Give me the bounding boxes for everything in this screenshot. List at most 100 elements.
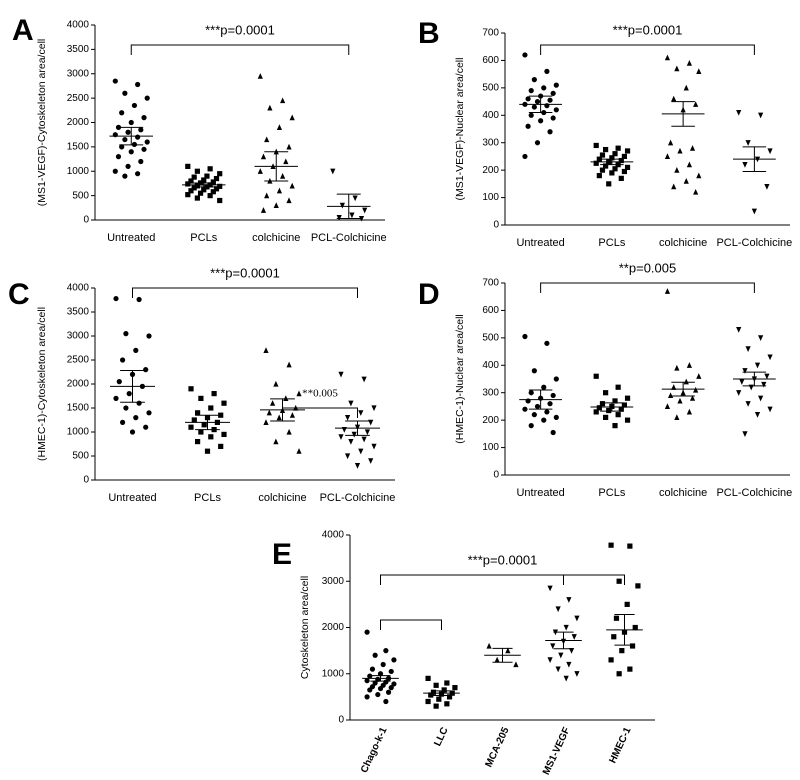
data-point xyxy=(286,197,292,204)
data-point xyxy=(553,82,559,88)
data-point xyxy=(368,458,374,464)
data-point xyxy=(204,448,211,454)
y-tick-label: 500 xyxy=(72,451,89,462)
x-tick-label: Untreated xyxy=(516,237,564,249)
data-point xyxy=(615,145,621,151)
data-point xyxy=(522,333,528,340)
data-point xyxy=(122,136,128,143)
data-point xyxy=(621,402,628,408)
data-point xyxy=(198,395,204,401)
data-point xyxy=(522,406,528,412)
data-point xyxy=(611,634,617,640)
data-point xyxy=(444,680,450,686)
data-point xyxy=(683,378,689,385)
data-point xyxy=(674,414,680,420)
data-point xyxy=(758,335,764,341)
data-point xyxy=(221,400,227,406)
data-point xyxy=(593,373,599,379)
data-point xyxy=(616,671,622,677)
data-point xyxy=(286,428,292,435)
y-axis-label: Cytoskeleton area/cell xyxy=(299,576,311,679)
data-point xyxy=(534,98,541,105)
data-point xyxy=(553,376,559,382)
data-point xyxy=(122,173,128,179)
data-point xyxy=(371,405,377,412)
data-point xyxy=(739,379,745,385)
data-point xyxy=(603,414,609,420)
data-point xyxy=(218,412,224,418)
x-tick-label: Chago-k-1 xyxy=(359,725,390,774)
data-point xyxy=(627,666,633,672)
data-point xyxy=(767,406,773,413)
data-point xyxy=(185,163,191,169)
data-point xyxy=(136,400,142,406)
data-point xyxy=(525,123,531,129)
data-point xyxy=(286,143,292,150)
data-point xyxy=(531,77,537,83)
y-axis-label: (HMEC-1)-Nuclear area/cell xyxy=(454,314,466,444)
data-point xyxy=(742,162,748,168)
data-point xyxy=(371,443,377,450)
data-point xyxy=(534,403,541,410)
data-point xyxy=(627,543,633,549)
data-point xyxy=(571,634,577,640)
data-point xyxy=(207,166,213,172)
data-point xyxy=(141,115,147,121)
data-point xyxy=(351,431,357,438)
data-point xyxy=(547,401,553,407)
data-point xyxy=(128,119,134,126)
data-point xyxy=(621,153,628,160)
data-point xyxy=(566,661,572,668)
data-point xyxy=(260,207,267,213)
y-tick-label: 3500 xyxy=(67,44,90,55)
x-tick-label: MS1-VEGF xyxy=(541,726,573,777)
data-point xyxy=(538,118,544,124)
data-point xyxy=(221,431,227,437)
data-point xyxy=(286,361,292,368)
data-point xyxy=(122,90,128,96)
data-point xyxy=(547,585,553,592)
data-point xyxy=(217,197,223,204)
data-point xyxy=(606,181,612,187)
data-point xyxy=(208,405,214,411)
x-tick-label: colchicine xyxy=(252,232,300,244)
x-tick-label: Untreated xyxy=(108,492,156,504)
x-tick-label: LLC xyxy=(432,726,450,748)
data-point xyxy=(624,164,631,170)
significance-label: **p=0.005 xyxy=(619,260,676,275)
y-tick-label: 2500 xyxy=(67,355,90,366)
data-point xyxy=(550,643,556,650)
data-point xyxy=(194,195,200,201)
bracket xyxy=(540,282,755,293)
y-tick-label: 700 xyxy=(482,28,499,39)
x-tick-label: Untreated xyxy=(516,487,564,499)
data-point xyxy=(358,215,365,222)
bracket xyxy=(380,574,625,585)
data-point xyxy=(525,96,531,102)
data-point xyxy=(383,698,389,705)
data-point xyxy=(345,415,351,421)
data-point xyxy=(338,371,344,378)
y-tick-label: 600 xyxy=(482,305,499,316)
data-point xyxy=(144,139,150,145)
data-point xyxy=(383,648,389,654)
data-point xyxy=(616,578,622,584)
data-point xyxy=(693,101,699,107)
data-point xyxy=(364,678,370,684)
data-point xyxy=(528,423,534,429)
x-tick-label: colchicine xyxy=(659,237,707,249)
y-tick-label: 4000 xyxy=(322,530,345,541)
data-point xyxy=(217,171,223,177)
data-point xyxy=(742,431,748,437)
data-point xyxy=(116,379,122,385)
data-point xyxy=(603,146,609,153)
x-tick-label: PCL-Colchicine xyxy=(716,487,792,499)
data-point xyxy=(596,405,602,411)
data-point xyxy=(377,671,384,677)
data-point xyxy=(296,390,302,397)
data-point xyxy=(612,166,618,172)
data-point xyxy=(391,657,397,663)
data-point xyxy=(125,163,131,169)
data-point xyxy=(195,439,201,445)
data-point xyxy=(618,175,624,181)
